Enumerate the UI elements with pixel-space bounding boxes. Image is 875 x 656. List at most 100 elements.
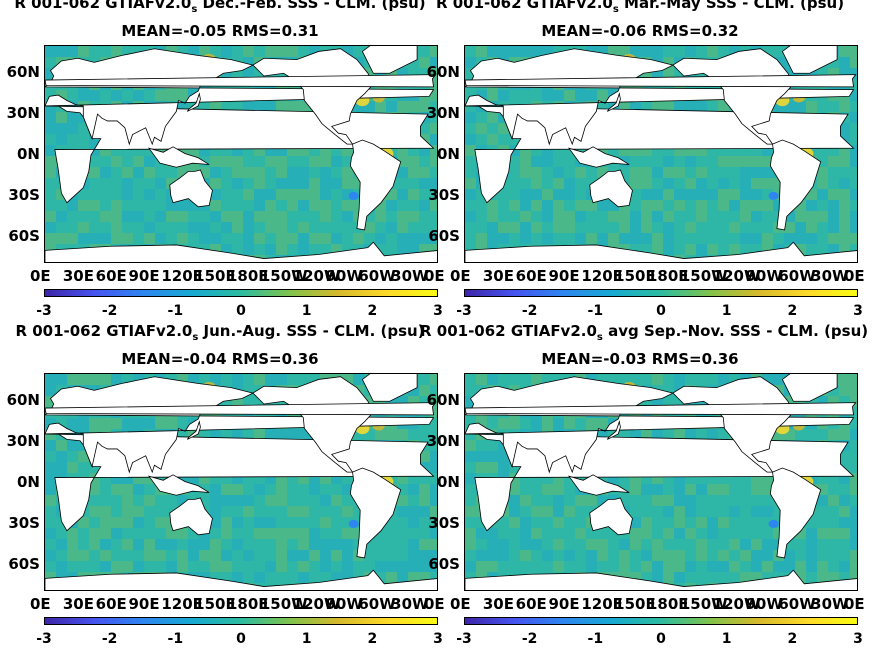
anomaly-cell <box>287 506 298 517</box>
anomaly-cell <box>100 178 111 189</box>
anomaly-cell <box>133 495 144 506</box>
anomaly-cell <box>784 101 795 112</box>
anomaly-cell <box>586 561 597 572</box>
anomaly-cell <box>408 167 419 178</box>
anomaly-cell <box>309 145 320 156</box>
anomaly-cell <box>199 539 210 550</box>
colorbar <box>464 289 858 297</box>
anomaly-cell <box>553 211 564 222</box>
anomaly-cell <box>520 495 531 506</box>
anomaly-cell <box>221 233 232 244</box>
anomaly-cell <box>232 167 243 178</box>
anomaly-cell <box>663 101 674 112</box>
anomaly-cell <box>177 528 188 539</box>
anomaly-cell <box>597 374 608 385</box>
anomaly-cell <box>397 156 408 167</box>
anomaly-cell <box>232 244 243 255</box>
anomaly-cell <box>89 550 100 561</box>
anomaly-cell <box>78 222 89 233</box>
anomaly-cell <box>166 539 177 550</box>
anomaly-cell <box>155 145 166 156</box>
anomaly-cell <box>696 145 707 156</box>
anomaly-cell <box>674 506 685 517</box>
anomaly-cell <box>652 550 663 561</box>
anomaly-cell <box>707 484 718 495</box>
anomaly-cell <box>309 517 320 528</box>
anomaly-cell <box>265 178 276 189</box>
anomaly-cell <box>430 572 437 583</box>
anomaly-cell <box>630 233 641 244</box>
anomaly-cell <box>850 222 857 233</box>
colorbar-tick-label: -2 <box>521 631 538 647</box>
anomaly-cell <box>663 68 674 79</box>
anomaly-cell <box>729 211 740 222</box>
anomaly-cell <box>100 506 111 517</box>
anomaly-cell <box>122 145 133 156</box>
anomaly-cell <box>408 517 419 528</box>
anomaly-cell <box>542 550 553 561</box>
anomaly-cell <box>342 484 353 495</box>
anomaly-cell <box>619 561 630 572</box>
anomaly-cell <box>188 473 199 484</box>
anomaly-cell <box>828 550 839 561</box>
anomaly-cell <box>762 222 773 233</box>
anomaly-cell <box>243 561 254 572</box>
anomaly-cell <box>839 473 850 484</box>
anomaly-cell <box>254 396 265 407</box>
anomaly-cell <box>155 200 166 211</box>
title-subscript: s <box>192 332 199 343</box>
anomaly-cell <box>641 506 652 517</box>
anomaly-cell <box>133 200 144 211</box>
anomaly-cell <box>542 200 553 211</box>
anomaly-cell <box>597 222 608 233</box>
anomaly-cell <box>100 145 111 156</box>
anomaly-cell <box>663 233 674 244</box>
anomaly-cell <box>221 539 232 550</box>
anomaly-cell <box>177 90 188 101</box>
anomaly-cell <box>133 550 144 561</box>
anomaly-cell <box>751 178 762 189</box>
anomaly-cell <box>707 46 718 57</box>
anomaly-cell <box>254 101 265 112</box>
anomaly-cell <box>597 145 608 156</box>
anomaly-cell <box>795 211 806 222</box>
anomaly-cell <box>487 134 498 145</box>
anomaly-cell <box>122 539 133 550</box>
anomaly-cell <box>476 90 487 101</box>
anomaly-cell <box>520 484 531 495</box>
anomaly-cell <box>144 506 155 517</box>
anomaly-cell <box>210 374 221 385</box>
anomaly-cell <box>531 189 542 200</box>
anomaly-cell <box>276 200 287 211</box>
anomaly-cell <box>553 484 564 495</box>
anomaly-cell <box>89 561 100 572</box>
anomaly-cell <box>320 473 331 484</box>
anomaly-cell <box>773 200 784 211</box>
anomaly-cell <box>276 189 287 200</box>
landmass-europe-asia <box>465 376 855 474</box>
anomaly-cell <box>45 57 56 68</box>
anomaly-cell <box>685 167 696 178</box>
anomaly-cell <box>663 156 674 167</box>
anomaly-cell <box>287 429 298 440</box>
x-tick-label: 30W <box>391 595 429 613</box>
anomaly-cell <box>122 211 133 222</box>
anomaly-cell <box>465 244 476 255</box>
anomaly-cell <box>265 156 276 167</box>
x-tick-label: 120W <box>292 595 341 613</box>
anomaly-cell <box>419 244 430 255</box>
anomaly-cell <box>795 528 806 539</box>
anomaly-cell <box>476 189 487 200</box>
anomaly-cell <box>509 528 520 539</box>
anomaly-cell <box>287 550 298 561</box>
anomaly-cell <box>210 244 221 255</box>
anomaly-cell <box>751 189 762 200</box>
anomaly-cell <box>498 222 509 233</box>
anomaly-cell <box>740 473 751 484</box>
anomaly-cell <box>67 134 78 145</box>
anomaly-cell <box>419 473 430 484</box>
anomaly-cell <box>685 495 696 506</box>
anomaly-cell <box>707 539 718 550</box>
anomaly-cell <box>597 539 608 550</box>
anomaly-cell <box>364 68 375 79</box>
